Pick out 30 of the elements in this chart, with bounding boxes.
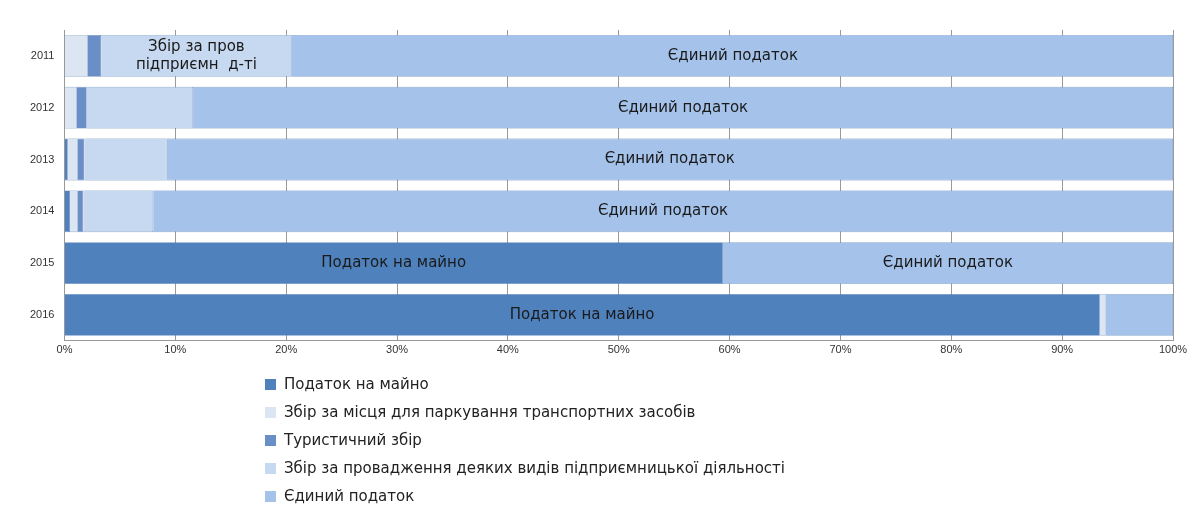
x-tick-label: 20% [275, 343, 298, 356]
y-tick-label: 2012 [29, 100, 55, 113]
y-tick-label: 2016 [29, 307, 55, 320]
x-tick-label: 10% [164, 343, 187, 356]
y-tick-label: 2013 [29, 152, 55, 165]
x-tick-label: 50% [607, 343, 630, 356]
x-tick-label: 40% [496, 343, 520, 356]
x-tick-label: 60% [718, 343, 741, 356]
x-tick-label: 80% [940, 343, 963, 356]
x-tick-label: 0% [56, 343, 73, 356]
annotation: Єдиний податок [882, 252, 1014, 271]
annotation: Збір за пров підприємн д-ті [135, 36, 257, 73]
legend-label: Туристичний збір [284, 431, 422, 449]
annotation: Єдиний податок [604, 149, 735, 168]
annotation: Єдиний податок [617, 97, 749, 116]
y-tick-label: 2015 [29, 256, 55, 269]
x-tick-label: 70% [829, 343, 852, 356]
annotation: Податок на майно [321, 252, 467, 271]
annotation: Єдиний податок [667, 45, 799, 64]
x-tick-label: 90% [1051, 343, 1074, 356]
legend-label: Податок на майно [284, 375, 429, 393]
annotation: Податок на майно [509, 304, 655, 323]
legend-label: Збір за провадження деяких видів підприємницької діяльності [284, 459, 786, 477]
x-tick-label: 100% [1158, 343, 1188, 356]
y-tick-label: 2014 [29, 204, 55, 217]
legend-label: Єдиний податок [284, 487, 415, 505]
annotation: Єдиний податок [597, 201, 729, 220]
legend-label: Збір за місця для паркування транспортних засобів [284, 403, 696, 421]
y-tick-label: 2011 [30, 48, 55, 61]
x-tick-label: 30% [386, 343, 409, 356]
